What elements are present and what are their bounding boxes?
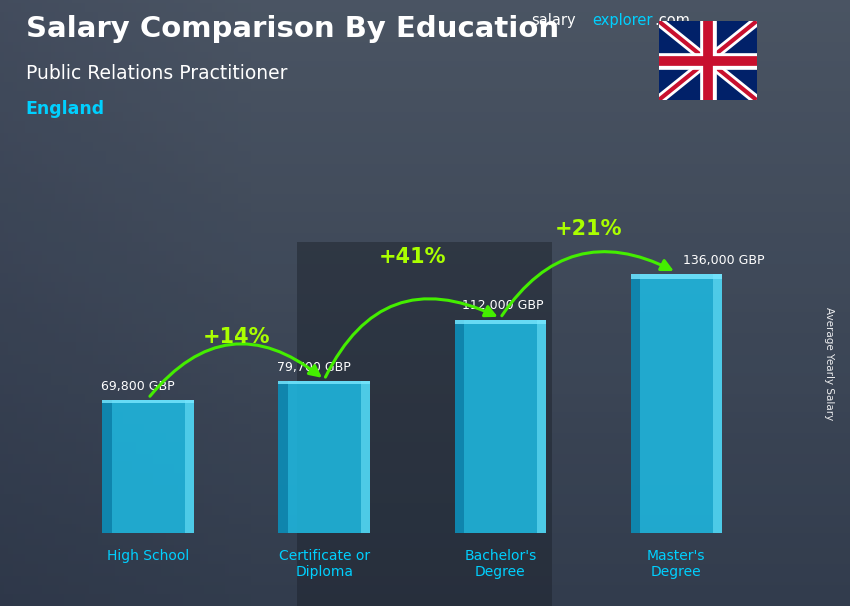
Text: Average Yearly Salary: Average Yearly Salary	[824, 307, 834, 420]
Bar	[631, 275, 722, 533]
Text: explorer: explorer	[592, 13, 653, 28]
Bar	[102, 401, 194, 533]
Text: England: England	[26, 100, 105, 118]
Bar	[102, 401, 111, 533]
Bar	[279, 382, 370, 384]
Text: 112,000 GBP: 112,000 GBP	[462, 299, 543, 312]
Bar	[279, 382, 287, 533]
Text: .com: .com	[654, 13, 690, 28]
Text: 136,000 GBP: 136,000 GBP	[683, 254, 765, 267]
Text: Salary Comparison By Education: Salary Comparison By Education	[26, 15, 558, 43]
Bar	[361, 382, 370, 533]
Text: +41%: +41%	[378, 247, 446, 267]
Bar	[713, 275, 722, 533]
Text: Public Relations Practitioner: Public Relations Practitioner	[26, 64, 287, 82]
Bar	[455, 320, 463, 533]
Text: 79,700 GBP: 79,700 GBP	[276, 361, 350, 374]
Bar	[631, 275, 722, 279]
Bar	[279, 382, 370, 533]
Bar	[455, 320, 546, 324]
Text: +21%: +21%	[554, 219, 622, 239]
Bar	[455, 320, 546, 533]
Text: 69,800 GBP: 69,800 GBP	[100, 380, 174, 393]
Bar	[537, 320, 546, 533]
Text: salary: salary	[531, 13, 576, 28]
Bar	[102, 401, 194, 403]
Bar	[184, 401, 194, 533]
Text: +14%: +14%	[202, 327, 270, 347]
Bar	[631, 275, 640, 533]
